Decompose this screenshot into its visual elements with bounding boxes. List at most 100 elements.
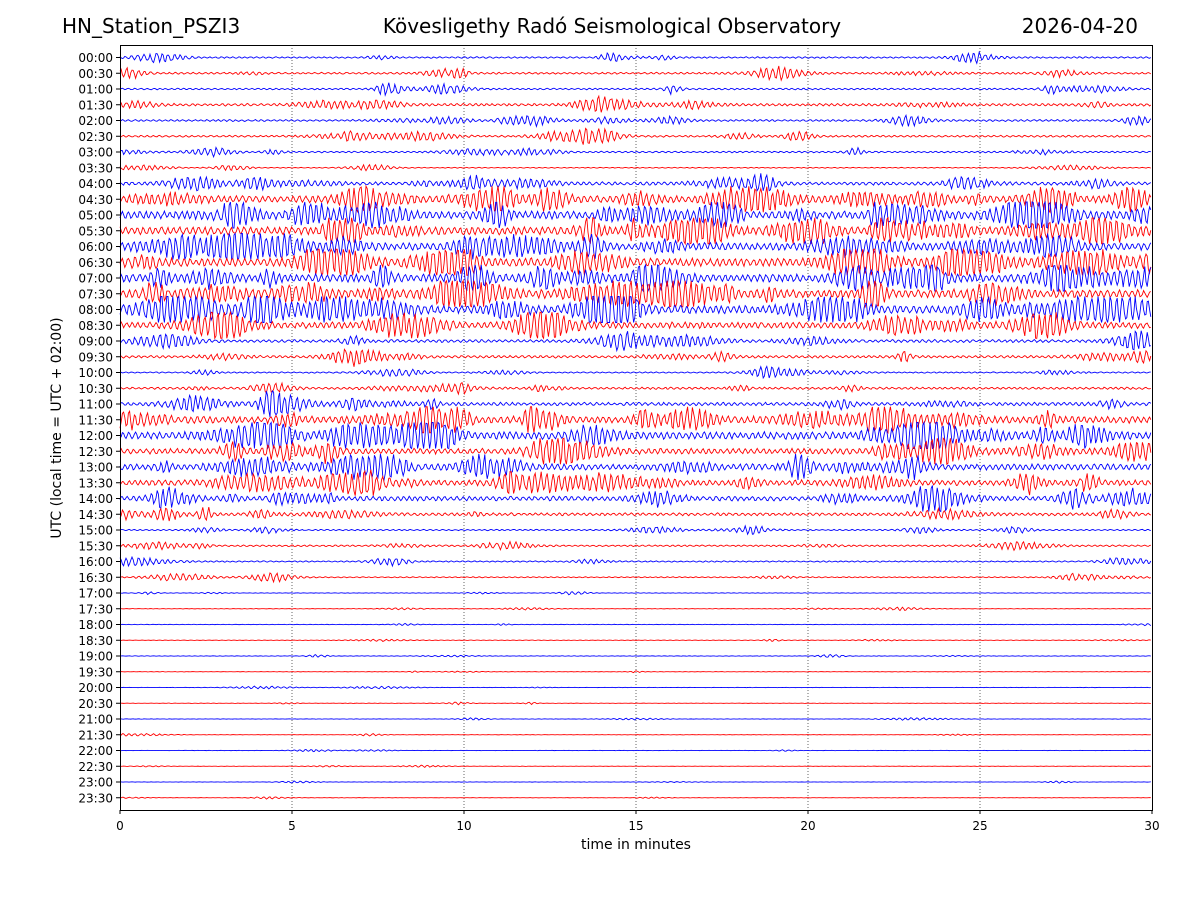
seismogram-trace <box>119 65 1152 82</box>
y-tick-label: 23:30 <box>78 791 113 805</box>
seismogram-trace <box>119 780 1151 784</box>
y-tick-label: 02:00 <box>78 114 113 128</box>
x-tick-label: 10 <box>456 819 471 833</box>
y-tick-label: 19:30 <box>78 665 113 679</box>
y-tick-label: 03:30 <box>78 161 113 175</box>
x-tick-label: 25 <box>972 819 987 833</box>
seismogram-trace <box>119 310 1151 340</box>
y-tick-label: 15:00 <box>78 524 113 538</box>
seismogram-trace <box>119 555 1152 568</box>
seismogram-trace <box>119 184 1152 214</box>
seismogram-trace <box>119 524 1151 536</box>
y-tick-label: 01:30 <box>78 98 113 112</box>
y-tick-label: 18:30 <box>78 634 113 648</box>
y-tick-label: 15:30 <box>78 539 113 553</box>
seismogram-trace <box>119 146 1151 159</box>
seismogram-trace <box>119 420 1152 450</box>
x-tick-label: 0 <box>116 819 124 833</box>
y-tick-label: 20:00 <box>78 681 113 695</box>
y-tick-label: 09:30 <box>78 350 113 364</box>
seismogram-trace <box>119 82 1151 97</box>
y-tick-label: 08:00 <box>78 303 113 317</box>
traces <box>119 50 1152 800</box>
seismogram-trace <box>119 94 1152 113</box>
seismogram-trace <box>119 294 1152 324</box>
seismogram-trace <box>119 638 1151 642</box>
y-tick-label: 23:00 <box>78 776 113 790</box>
seismogram-trace <box>119 330 1151 353</box>
x-axis-label: time in minutes <box>581 837 691 853</box>
seismogram-trace <box>119 114 1152 128</box>
seismogram-trace <box>119 572 1152 584</box>
x-tick-label: 5 <box>288 819 296 833</box>
y-tick-label: 08:30 <box>78 319 113 333</box>
y-tick-label: 20:30 <box>78 697 113 711</box>
seismogram-trace <box>119 540 1151 552</box>
seismogram-trace <box>119 591 1151 596</box>
x-tick-label: 30 <box>1144 819 1159 833</box>
y-tick-label: 22:00 <box>78 744 113 758</box>
seismogram-trace <box>119 173 1152 192</box>
y-tick-label: 11:30 <box>78 413 113 427</box>
seismogram-trace <box>119 406 1152 435</box>
y-tick-label: 10:30 <box>78 382 113 396</box>
x-tick-label: 15 <box>628 819 643 833</box>
y-tick-label: 10:00 <box>78 366 113 380</box>
seismogram-trace <box>119 163 1151 172</box>
seismogram-trace <box>119 348 1152 367</box>
y-tick-label: 12:30 <box>78 445 113 459</box>
y-tick-label: 00:30 <box>78 67 113 81</box>
y-tick-label: 13:30 <box>78 476 113 490</box>
seismogram-trace <box>119 365 1151 380</box>
seismogram-trace <box>119 764 1151 769</box>
y-tick-label: 07:30 <box>78 287 113 301</box>
seismogram-trace <box>119 279 1151 309</box>
seismogram-trace <box>119 506 1151 522</box>
y-tick-label: 05:00 <box>78 209 113 223</box>
y-tick-label: 13:00 <box>78 461 113 475</box>
seismogram-trace <box>119 670 1151 674</box>
y-tick-label: 17:30 <box>78 602 113 616</box>
y-tick-label: 21:00 <box>78 713 113 727</box>
seismogram-trace <box>119 263 1152 293</box>
y-tick-label: 01:00 <box>78 83 113 97</box>
y-tick-label: 04:30 <box>78 193 113 207</box>
seismogram-trace <box>119 437 1152 466</box>
seismogram-trace <box>119 623 1152 627</box>
grid-lines <box>291 45 981 810</box>
y-tick-label: 02:30 <box>78 130 113 144</box>
seismogram-trace <box>119 232 1152 261</box>
seismogram-trace <box>119 247 1152 277</box>
station-title: HN_Station_PSZI3 <box>62 14 241 38</box>
observatory-title: Kövesligethy Radó Seismological Observat… <box>382 14 842 38</box>
y-tick-label: 06:00 <box>78 240 113 254</box>
seismogram-trace <box>119 216 1152 246</box>
y-tick-label: 04:00 <box>78 177 113 191</box>
x-tick-label: 20 <box>800 819 815 833</box>
seismogram-trace <box>119 606 1151 612</box>
seismogram-trace <box>119 50 1152 65</box>
seismogram-trace <box>119 796 1151 800</box>
y-tick-label: 11:00 <box>78 398 113 412</box>
y-tick-label: 05:30 <box>78 224 113 238</box>
y-tick-label: 12:00 <box>78 429 113 443</box>
y-tick-label: 22:30 <box>78 760 113 774</box>
seismogram-trace <box>119 748 1151 753</box>
seismogram-trace <box>119 685 1151 690</box>
y-tick-label: 21:30 <box>78 728 113 742</box>
seismogram-trace <box>119 390 1152 418</box>
y-tick-label: 03:00 <box>78 146 113 160</box>
seismogram-trace <box>119 381 1151 396</box>
y-axis-label: UTC (local time = UTC + 02:00) <box>49 317 65 539</box>
y-tick-label: 16:00 <box>78 555 113 569</box>
y-tick-label: 17:00 <box>78 587 113 601</box>
y-tick-label: 19:00 <box>78 650 113 664</box>
seismogram-trace <box>119 127 1152 145</box>
y-tick-label: 16:30 <box>78 571 113 585</box>
seismogram-trace <box>119 453 1152 482</box>
seismogram-trace <box>119 469 1152 496</box>
seismogram-trace <box>119 701 1151 706</box>
x-ticks: 0 5 10 15 20 25 30 <box>116 810 1160 833</box>
